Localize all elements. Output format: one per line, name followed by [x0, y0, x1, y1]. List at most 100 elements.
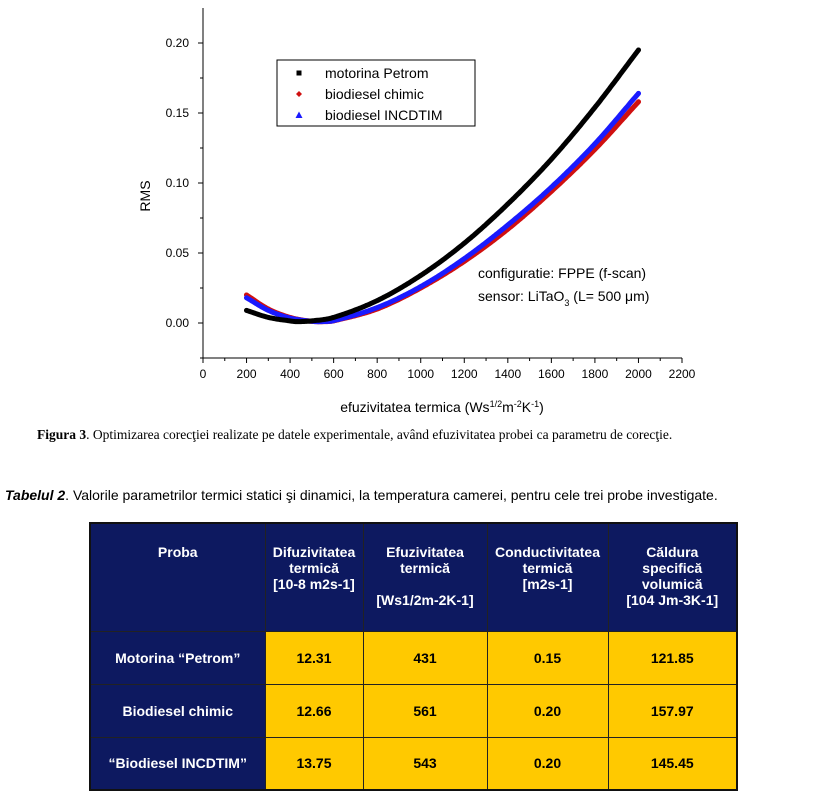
- data-point: [331, 315, 337, 320]
- header-line: Efuzivitatea: [386, 544, 464, 560]
- cell-efuzivitatea: 561: [362, 683, 488, 738]
- cell-difuzivitatea: 12.31: [264, 630, 364, 685]
- y-axis-label: RMS: [137, 180, 153, 211]
- legend-label: motorina Petrom: [325, 65, 428, 81]
- cell-difuzivitatea: 13.75: [264, 736, 364, 791]
- data-point: [461, 240, 467, 246]
- data-point: [418, 284, 424, 289]
- x-tick-label: 400: [280, 367, 300, 381]
- figure-caption-text: . Optimizarea corecţiei realizate pe dat…: [86, 427, 673, 442]
- data-point: [309, 318, 315, 324]
- cell-caldura: 121.85: [607, 630, 738, 685]
- legend-label: biodiesel INCDTIM: [325, 107, 442, 123]
- thermal-parameters-table: Proba Difuzivitatea termică [10-8 m2s-1] E…: [89, 522, 738, 791]
- chart-annotation-config: configuratie: FPPE (f-scan): [478, 265, 646, 281]
- table-header-row: Proba Difuzivitatea termică [10-8 m2s-1] E…: [89, 522, 738, 632]
- header-line: termică: [289, 560, 339, 576]
- header-line: [10-8 m2s-1]: [273, 576, 355, 592]
- x-axis-label-part: 1/2: [490, 399, 503, 409]
- table-title-text: . Valorile parametrilor termici statici …: [65, 487, 718, 503]
- x-axis-label-part: ): [539, 399, 544, 415]
- row-sample-name: Biodiesel chimic: [89, 683, 266, 738]
- legend-box: [276, 59, 476, 127]
- header-conductivitatea: Conductivitatea termică [m2s-1]: [486, 522, 609, 632]
- x-tick-label: 2200: [669, 367, 696, 381]
- header-caldura: Căldura specifică volumică [104 Jm-3K-1]: [607, 522, 738, 632]
- header-line: Difuzivitatea: [272, 544, 356, 560]
- data-point: [244, 308, 249, 313]
- cell-conductivitatea: 0.20: [486, 683, 609, 738]
- cell-caldura: 145.45: [607, 736, 738, 791]
- legend-marker: [295, 111, 303, 118]
- y-tick-label: 0.10: [166, 176, 190, 190]
- data-point: [461, 256, 467, 261]
- y-tick-label: 0.15: [166, 106, 190, 120]
- header-line: Căldura: [646, 544, 699, 560]
- annotation-part: (L= 500 μm): [569, 288, 649, 304]
- header-difuzivitatea: Difuzivitatea termică [10-8 m2s-1]: [264, 522, 364, 632]
- annotation-part: sensor: LiTaO: [478, 288, 564, 304]
- x-axis-label-part: K: [522, 399, 532, 415]
- data-point: [374, 298, 380, 303]
- rms-chart: 0 200 400 600 800 1000 1200 1400 1600 1800 2000 220…: [137, 8, 696, 415]
- cell-conductivitatea: 0.15: [486, 630, 609, 685]
- header-line: [Ws1/2m-2K-1]: [376, 592, 474, 608]
- data-point: [244, 295, 249, 301]
- figure-caption-label: Figura 3: [37, 427, 87, 442]
- header-proba: Proba: [89, 522, 266, 632]
- x-axis-label-part: -2: [514, 399, 522, 409]
- cell-efuzivitatea: 543: [362, 736, 488, 791]
- legend-marker: [296, 91, 302, 97]
- y-tick-label: 0.00: [166, 316, 190, 330]
- x-axis-label-part: efuzivitatea termica (Ws: [340, 399, 489, 415]
- x-tick-label: 1800: [582, 367, 609, 381]
- x-tick-label: 0: [200, 367, 207, 381]
- data-point: [592, 105, 598, 110]
- x-tick-label: 1600: [538, 367, 565, 381]
- table-row: Biodiesel chimic 12.66 561 0.20 157.97: [89, 683, 738, 738]
- y-tick-label: 0.20: [166, 36, 190, 50]
- table-title-label: Tabelul 2: [5, 487, 66, 503]
- data-point: [418, 273, 424, 278]
- header-line: volumică: [641, 576, 703, 592]
- cell-caldura: 157.97: [607, 683, 738, 738]
- annotation-part: 3: [564, 298, 569, 308]
- data-point: [287, 318, 293, 324]
- header-efuzivitatea: Efuzivitatea termică [Ws1/2m-2K-1]: [362, 522, 488, 632]
- data-point: [636, 99, 641, 105]
- table-row: “Biodiesel INCDTIM” 13.75 543 0.20 145.4…: [89, 736, 738, 791]
- x-tick-label: 200: [237, 367, 257, 381]
- header-line: Conductivitatea: [494, 544, 600, 560]
- data-point: [505, 201, 511, 207]
- x-tick-label: 800: [367, 367, 387, 381]
- x-axis-label-part: -1: [531, 399, 539, 409]
- cell-difuzivitatea: 12.66: [264, 683, 364, 738]
- header-line: Proba: [157, 544, 198, 560]
- cell-efuzivitatea: 431: [362, 630, 488, 685]
- y-tick-label: 0.05: [166, 246, 190, 260]
- x-tick-label: 2000: [625, 367, 652, 381]
- row-sample-name: Motorina “Petrom”: [89, 630, 266, 685]
- cell-conductivitatea: 0.20: [486, 736, 609, 791]
- row-sample-name: “Biodiesel INCDTIM”: [89, 736, 266, 791]
- legend-marker: [296, 70, 302, 76]
- data-point: [505, 222, 511, 228]
- data-point: [548, 184, 554, 190]
- data-point: [636, 91, 641, 96]
- data-point: [592, 141, 598, 147]
- data-point: [294, 319, 300, 324]
- figure-caption: Figura 3. Optimizarea corecţiei realizat…: [37, 427, 817, 443]
- x-axis-label-part: m: [502, 399, 514, 415]
- x-tick-label: 600: [324, 367, 344, 381]
- data-point: [265, 315, 271, 320]
- x-tick-label: 1000: [407, 367, 434, 381]
- chart-annotation-sensor: sensor: LiTaO3 (L= 500 μm): [478, 288, 649, 308]
- header-line: specifică: [642, 560, 703, 576]
- header-line: [m2s-1]: [522, 576, 573, 592]
- table-title: Tabelul 2. Valorile parametrilor termici…: [5, 487, 827, 503]
- table-row: Motorina “Petrom” 12.31 431 0.15 121.85: [89, 630, 738, 685]
- header-line: [104 Jm-3K-1]: [626, 592, 719, 608]
- header-line: termică: [400, 560, 450, 576]
- data-point: [636, 47, 641, 53]
- x-tick-label: 1400: [494, 367, 521, 381]
